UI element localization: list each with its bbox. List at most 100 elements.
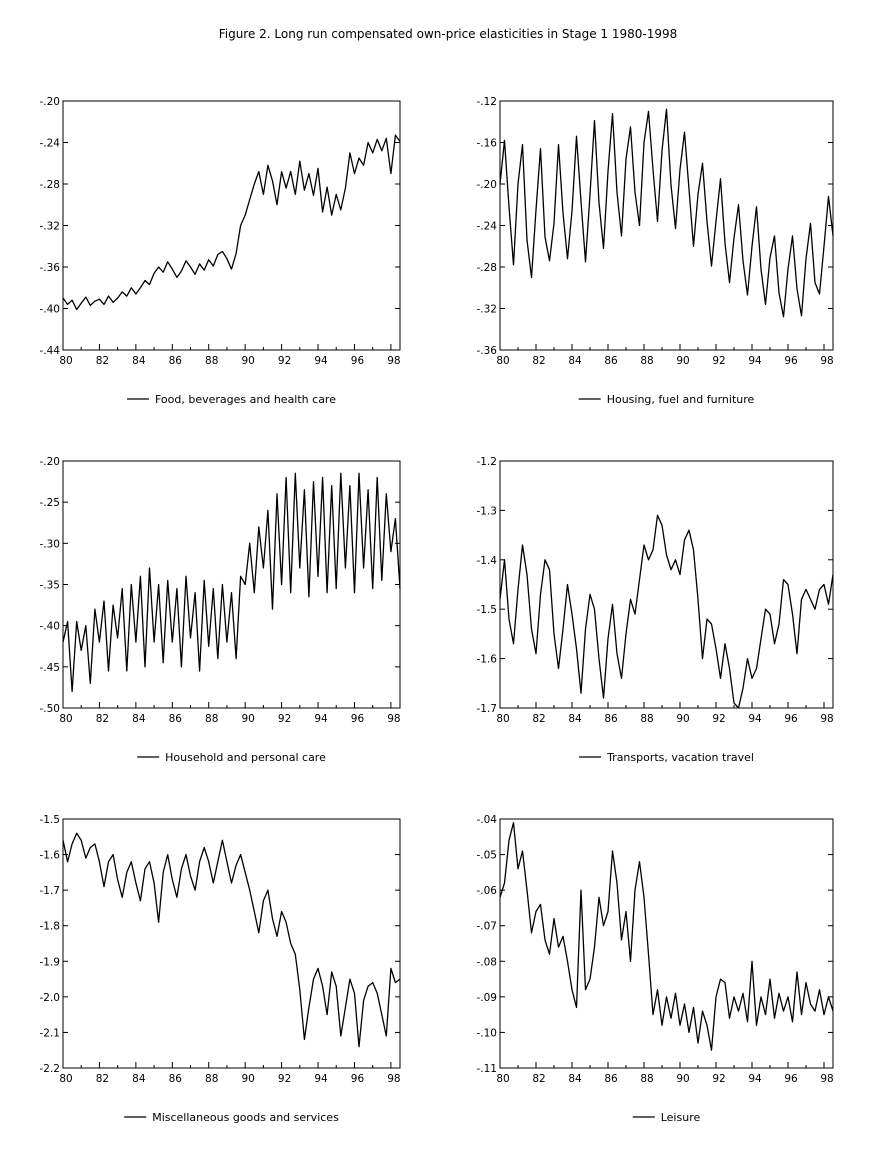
x-tick-label: 98	[820, 1073, 833, 1085]
x-tick-label: 88	[205, 1073, 218, 1085]
y-tick-label: -.32	[40, 221, 61, 233]
legend: Transports, vacation travel	[579, 751, 754, 764]
x-tick-label: 92	[712, 1073, 725, 1085]
x-tick-label: 96	[351, 1073, 365, 1085]
y-tick-label: -.12	[477, 96, 498, 108]
x-tick-label: 84	[132, 713, 146, 725]
plot-frame	[62, 818, 401, 1069]
x-tick-label: 96	[351, 355, 365, 367]
x-tick-label: 84	[568, 713, 582, 725]
y-tick-label: -1.3	[477, 505, 498, 517]
x-tick-label: 90	[676, 713, 689, 725]
x-tick-label: 94	[748, 1073, 762, 1085]
y-tick-label: -1.7	[40, 885, 61, 897]
x-tick-label: 86	[169, 1073, 183, 1085]
y-tick-label: -1.6	[477, 654, 498, 666]
y-tick-label: -1.2	[477, 456, 498, 468]
legend-label: Food, beverages and health care	[155, 393, 336, 406]
y-tick-label: -.04	[477, 814, 498, 826]
y-tick-label: -.36	[40, 262, 61, 274]
y-tick-label: -.20	[40, 456, 61, 468]
x-tick-label: 82	[532, 1073, 545, 1085]
x-tick-label: 82	[532, 713, 545, 725]
y-tick-label: -.40	[40, 304, 61, 316]
plot-frame	[499, 818, 834, 1069]
x-tick-label: 90	[241, 355, 254, 367]
plot-frame	[499, 460, 834, 709]
y-tick-label: -.10	[477, 1027, 498, 1039]
y-tick-label: -.25	[40, 497, 61, 509]
y-tick-label: -2.1	[40, 1027, 61, 1039]
x-tick-label: 84	[568, 355, 582, 367]
legend: Leisure	[632, 1111, 701, 1124]
y-tick-label: -.45	[40, 662, 61, 674]
x-tick-label: 82	[96, 355, 109, 367]
x-tick-label: 84	[132, 1073, 146, 1085]
legend: Housing, fuel and furniture	[578, 393, 755, 406]
x-tick-label: 82	[532, 355, 545, 367]
y-tick-label: -.08	[477, 956, 498, 968]
x-tick-label: 88	[205, 713, 218, 725]
x-tick-label: 92	[278, 355, 291, 367]
y-tick-label: -1.7	[477, 703, 498, 715]
y-tick-label: -.24	[477, 221, 498, 233]
x-tick-label: 88	[640, 713, 653, 725]
figure-title: Figure 2. Long run compensated own-price…	[219, 27, 678, 41]
y-tick-label: -.40	[40, 621, 61, 633]
x-tick-label: 80	[59, 355, 72, 367]
y-tick-label: -.50	[40, 703, 61, 715]
x-tick-label: 96	[784, 355, 798, 367]
series-line	[499, 108, 834, 318]
y-tick-label: -.05	[477, 850, 498, 862]
chart-panel-5: -1.5 -1.6 -1.7 -1.8 -1.9 -2.0 -2.1 -2.280 82 84 86…	[40, 814, 401, 1124]
y-tick-label: -1.5	[40, 814, 61, 826]
x-tick-label: 84	[568, 1073, 582, 1085]
x-tick-label: 96	[784, 713, 798, 725]
x-tick-label: 88	[640, 1073, 653, 1085]
x-tick-label: 94	[314, 713, 328, 725]
chart-panel-4: -1.2 -1.3 -1.4 -1.5 -1.6 -1.780 82 84 86 88 90 92 94…	[477, 456, 834, 764]
x-tick-label: 90	[241, 713, 254, 725]
y-tick-label: -.07	[477, 921, 498, 933]
x-tick-label: 98	[820, 355, 833, 367]
y-tick-label: -.28	[40, 179, 61, 191]
x-tick-label: 86	[604, 355, 618, 367]
y-tick-label: -1.9	[40, 956, 61, 968]
legend-label: Leisure	[661, 1111, 701, 1124]
x-tick-label: 86	[169, 355, 183, 367]
legend: Miscellaneous goods and services	[124, 1111, 339, 1124]
x-tick-label: 92	[712, 355, 725, 367]
series-line	[62, 832, 401, 1048]
y-tick-label: -.30	[40, 538, 61, 550]
y-tick-label: -1.6	[40, 850, 61, 862]
series-line	[499, 821, 834, 1051]
series-line	[62, 134, 401, 311]
y-tick-label: -.28	[477, 262, 498, 274]
x-tick-label: 82	[96, 1073, 109, 1085]
x-tick-label: 94	[748, 713, 762, 725]
x-tick-label: 80	[59, 1073, 72, 1085]
x-tick-label: 84	[132, 355, 146, 367]
x-tick-label: 98	[387, 355, 400, 367]
y-tick-label: -2.0	[40, 992, 61, 1004]
y-tick-label: -.32	[477, 304, 498, 316]
x-tick-label: 82	[96, 713, 109, 725]
x-tick-label: 92	[278, 1073, 291, 1085]
x-tick-label: 88	[640, 355, 653, 367]
y-tick-label: -.06	[477, 885, 498, 897]
y-tick-label: -.16	[477, 138, 498, 150]
series-line	[499, 514, 834, 709]
x-tick-label: 98	[387, 713, 400, 725]
x-tick-label: 94	[748, 355, 762, 367]
legend-label: Housing, fuel and furniture	[607, 393, 755, 406]
legend: Food, beverages and health care	[127, 393, 336, 406]
x-tick-label: 90	[676, 355, 689, 367]
x-tick-label: 80	[496, 713, 509, 725]
y-tick-label: -.20	[477, 179, 498, 191]
